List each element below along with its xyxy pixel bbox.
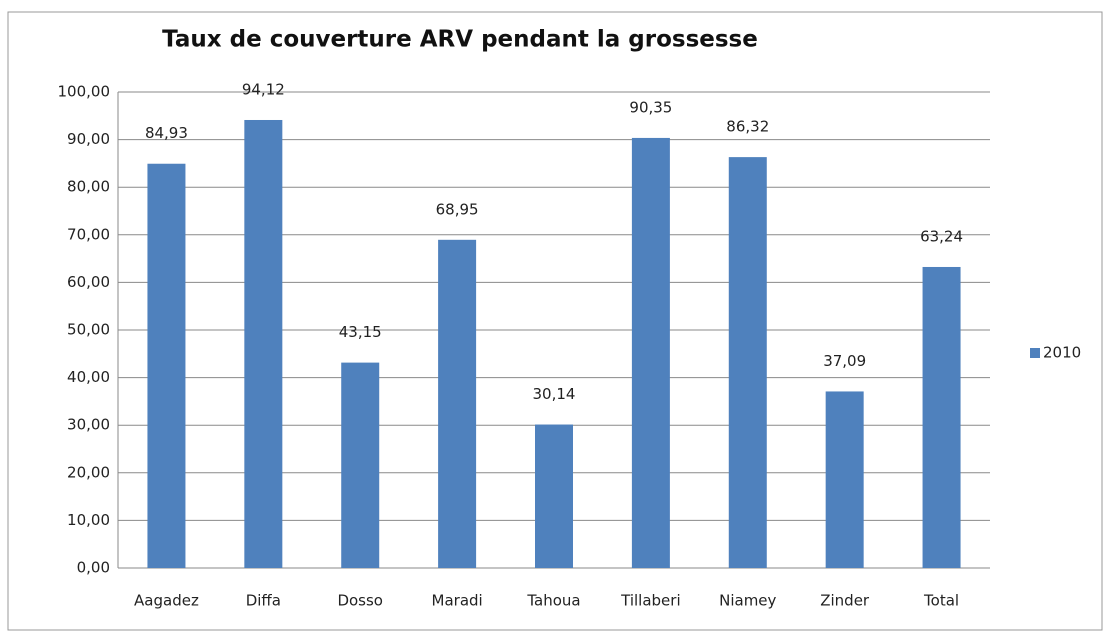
bar bbox=[922, 266, 961, 568]
y-tick-label: 70,00 bbox=[67, 225, 110, 243]
x-tick-label: Zinder bbox=[820, 592, 870, 610]
y-tick-label: 90,00 bbox=[67, 130, 110, 148]
bar bbox=[147, 163, 186, 568]
bar bbox=[631, 137, 670, 568]
data-label: 30,14 bbox=[533, 385, 576, 403]
x-tick-label: Maradi bbox=[432, 592, 483, 610]
x-tick-label: Total bbox=[923, 592, 959, 610]
data-label: 86,32 bbox=[726, 118, 769, 136]
y-tick-label: 60,00 bbox=[67, 273, 110, 291]
legend-label: 2010 bbox=[1043, 344, 1081, 362]
y-tick-label: 80,00 bbox=[67, 178, 110, 196]
data-label: 37,09 bbox=[823, 352, 866, 370]
x-tick-label: Dosso bbox=[337, 592, 383, 610]
x-tick-label: Tahoua bbox=[526, 592, 580, 610]
x-tick-label: Niamey bbox=[719, 592, 776, 610]
bar bbox=[535, 424, 573, 568]
data-label: 94,12 bbox=[242, 80, 285, 98]
chart-title: Taux de couverture ARV pendant la grosse… bbox=[162, 27, 758, 53]
data-label: 84,93 bbox=[145, 124, 188, 142]
data-label: 63,24 bbox=[920, 227, 963, 245]
bar bbox=[825, 391, 864, 568]
data-label: 68,95 bbox=[436, 200, 479, 218]
data-label: 90,35 bbox=[629, 98, 672, 116]
y-tick-label: 50,00 bbox=[67, 321, 110, 339]
y-tick-label: 40,00 bbox=[67, 368, 110, 386]
x-tick-label: Aagadez bbox=[134, 592, 199, 610]
y-tick-label: 100,00 bbox=[58, 83, 111, 101]
y-tick-label: 10,00 bbox=[67, 511, 110, 529]
legend-swatch bbox=[1030, 348, 1040, 358]
bar bbox=[341, 362, 380, 568]
data-label: 43,15 bbox=[339, 323, 382, 341]
y-tick-label: 20,00 bbox=[67, 463, 110, 481]
bar bbox=[244, 119, 283, 568]
y-tick-label: 30,00 bbox=[67, 416, 110, 434]
bar bbox=[728, 157, 767, 568]
bar bbox=[438, 239, 477, 568]
x-tick-label: Diffa bbox=[246, 592, 281, 610]
x-tick-label: Tillaberi bbox=[620, 592, 680, 610]
y-tick-label: 0,00 bbox=[77, 559, 110, 577]
